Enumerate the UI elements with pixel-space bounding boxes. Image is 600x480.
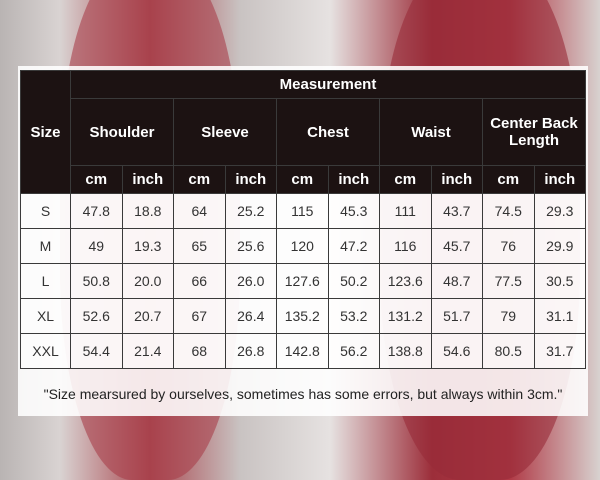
value-cell: 135.2 <box>276 298 329 334</box>
unit-header: inch <box>327 165 380 194</box>
value-cell: 51.7 <box>430 298 483 334</box>
value-cell: 45.3 <box>327 193 380 229</box>
size-cell: S <box>20 193 71 229</box>
unit-header: inch <box>224 165 277 194</box>
value-cell: 21.4 <box>121 333 174 369</box>
value-cell: 20.7 <box>121 298 174 334</box>
value-cell: 18.8 <box>121 193 174 229</box>
value-cell: 50.2 <box>327 263 380 299</box>
value-cell: 45.7 <box>430 228 483 264</box>
table-row: L 50.8 20.0 66 26.0 127.6 50.2 123.6 48.7 77.5 30.… <box>20 263 586 299</box>
value-cell: 138.8 <box>379 333 432 369</box>
unit-header: cm <box>173 165 226 194</box>
value-cell: 47.8 <box>70 193 123 229</box>
value-cell: 116 <box>379 228 432 264</box>
size-cell: XL <box>20 298 71 334</box>
value-cell: 26.0 <box>224 263 277 299</box>
value-cell: 120 <box>276 228 329 264</box>
value-cell: 48.7 <box>430 263 483 299</box>
value-cell: 25.2 <box>224 193 277 229</box>
value-cell: 64 <box>173 193 226 229</box>
value-cell: 54.6 <box>430 333 483 369</box>
value-cell: 76 <box>482 228 535 264</box>
value-cell: 80.5 <box>482 333 535 369</box>
column-group-header: Chest <box>276 98 380 166</box>
value-cell: 26.4 <box>224 298 277 334</box>
value-cell: 56.2 <box>327 333 380 369</box>
value-cell: 29.3 <box>533 193 586 229</box>
column-group-header: Waist <box>379 98 483 166</box>
value-cell: 19.3 <box>121 228 174 264</box>
size-cell: L <box>20 263 71 299</box>
measurement-header: Measurement <box>70 70 586 99</box>
value-cell: 115 <box>276 193 329 229</box>
unit-header: cm <box>70 165 123 194</box>
value-cell: 65 <box>173 228 226 264</box>
column-group-header: Sleeve <box>173 98 277 166</box>
value-cell: 66 <box>173 263 226 299</box>
table-row: XL 52.6 20.7 67 26.4 135.2 53.2 131.2 51.7 79 31.1 <box>20 298 586 334</box>
unit-header: cm <box>379 165 432 194</box>
value-cell: 26.8 <box>224 333 277 369</box>
value-cell: 142.8 <box>276 333 329 369</box>
size-chart-table: Size Measurement Shoulder Sleeve Chest Wais… <box>20 70 586 369</box>
column-group-header: Center Back Length <box>482 98 586 166</box>
value-cell: 74.5 <box>482 193 535 229</box>
unit-header: cm <box>482 165 535 194</box>
table-row: XXL 54.4 21.4 68 26.8 142.8 56.2 138.8 54.6 80.5 3… <box>20 333 586 369</box>
value-cell: 47.2 <box>327 228 380 264</box>
value-cell: 43.7 <box>430 193 483 229</box>
size-header: Size <box>20 70 71 194</box>
value-cell: 67 <box>173 298 226 334</box>
table-row: S 47.8 18.8 64 25.2 115 45.3 111 43.7 74.5 29.3 <box>20 193 586 229</box>
value-cell: 31.1 <box>533 298 586 334</box>
value-cell: 52.6 <box>70 298 123 334</box>
measurement-note: "Size mearsured by ourselves, sometimes … <box>43 386 563 402</box>
value-cell: 54.4 <box>70 333 123 369</box>
value-cell: 20.0 <box>121 263 174 299</box>
table-row: M 49 19.3 65 25.6 120 47.2 116 45.7 76 29.9 <box>20 228 586 264</box>
size-cell: M <box>20 228 71 264</box>
value-cell: 30.5 <box>533 263 586 299</box>
unit-header: inch <box>533 165 586 194</box>
value-cell: 111 <box>379 193 432 229</box>
column-group-header: Shoulder <box>70 98 174 166</box>
value-cell: 123.6 <box>379 263 432 299</box>
value-cell: 79 <box>482 298 535 334</box>
value-cell: 25.6 <box>224 228 277 264</box>
value-cell: 131.2 <box>379 298 432 334</box>
unit-header: cm <box>276 165 329 194</box>
value-cell: 53.2 <box>327 298 380 334</box>
value-cell: 77.5 <box>482 263 535 299</box>
unit-header: inch <box>430 165 483 194</box>
unit-header: inch <box>121 165 174 194</box>
value-cell: 127.6 <box>276 263 329 299</box>
value-cell: 31.7 <box>533 333 586 369</box>
value-cell: 49 <box>70 228 123 264</box>
value-cell: 50.8 <box>70 263 123 299</box>
value-cell: 29.9 <box>533 228 586 264</box>
size-cell: XXL <box>20 333 71 369</box>
value-cell: 68 <box>173 333 226 369</box>
